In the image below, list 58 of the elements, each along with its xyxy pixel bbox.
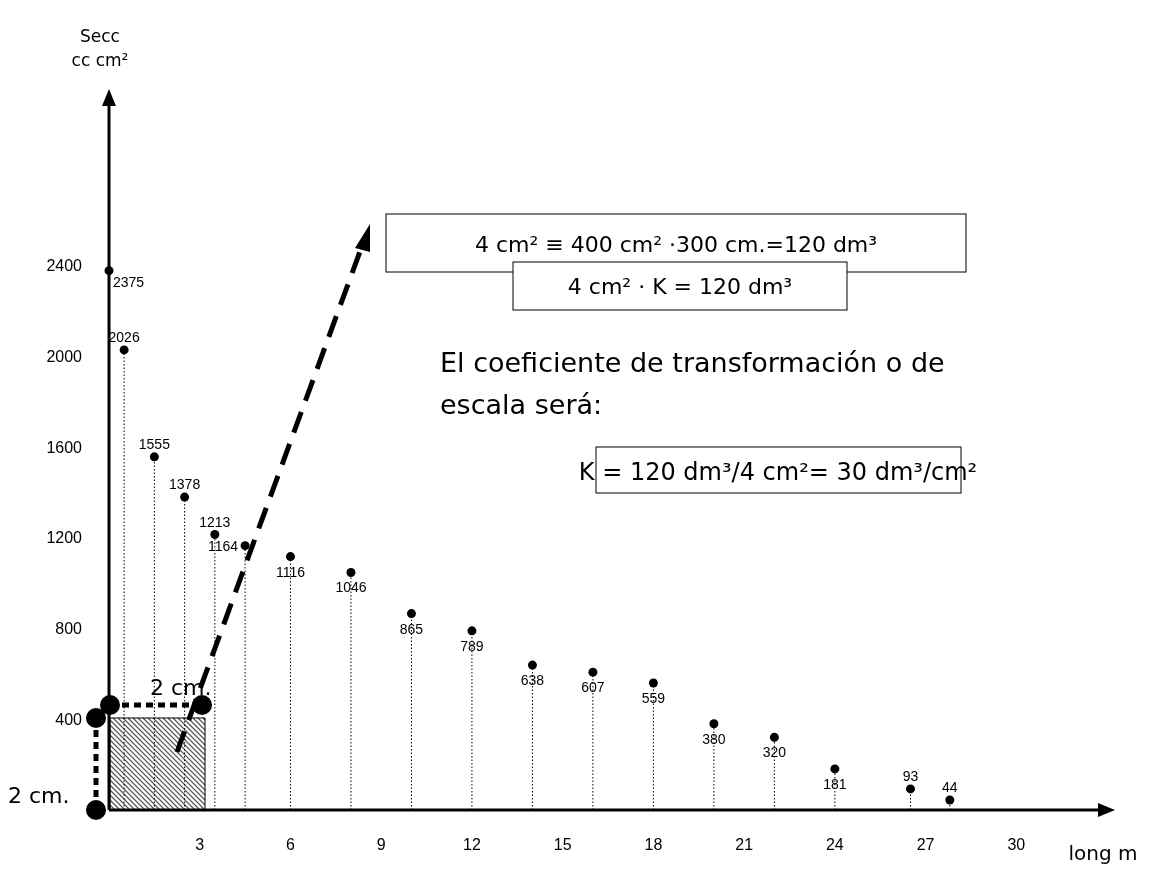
point [905,784,915,794]
x-tick-label: 18 [644,836,663,853]
annotation: El coeficiente de transformación o de escala será: [440,347,945,420]
y-tick-label: 400 [55,711,83,729]
annotation: K = 120 dm³/4 cm²= 30 dm³/cm² [578,458,978,486]
annotation: 4 cm² ≡ 400 cm² ·300 cm.=120 dm³ [474,232,878,257]
point [406,609,416,619]
data-label: 44 [942,779,958,796]
point [467,626,477,636]
point [149,452,159,462]
data-label: 559 [641,690,666,707]
data-label: 607 [581,679,605,696]
annotation: 4 cm² · K = 120 dm³ [567,274,793,299]
data-label: 1378 [169,476,201,493]
point [240,541,250,551]
x-axis-title: long m [1068,841,1138,865]
data-label: 320 [762,744,787,761]
data-label: 1213 [199,513,231,530]
point [285,552,295,562]
data-label: 1164 [207,537,239,554]
data-label: 181 [823,775,847,792]
x-tick-label: 15 [553,836,572,853]
data-label: 93 [902,767,919,784]
data-label: 1116 [275,563,306,580]
y-tick-label: 1600 [46,438,83,456]
x-tick-label: 12 [463,836,481,853]
point [648,678,658,688]
point [346,567,356,577]
x-tick-label: 6 [286,836,296,853]
data-label: 380 [702,730,726,747]
x-tick-label: 24 [825,836,844,853]
point [527,660,537,670]
data-label: 638 [520,672,545,689]
data-label: 1555 [138,435,171,452]
data-label: 2375 [113,273,145,290]
data-label: 789 [460,637,484,654]
point [945,795,955,805]
point [119,345,129,355]
y-tick-label: 1200 [46,529,83,547]
data-label: 865 [399,620,424,637]
point [709,719,719,729]
y-tick-label: 2400 [46,256,83,274]
x-tick-label: 27 [916,836,935,853]
x-tick-label: 21 [735,836,754,853]
point [830,764,840,774]
x-tick-label: 3 [195,836,205,853]
point [769,732,779,742]
point [210,530,220,540]
y-tick-label: 800 [55,620,83,638]
x-tick-label: 30 [1007,836,1026,853]
x-tick-label: 9 [376,836,386,853]
data-label: 1046 [335,579,367,596]
y-tick-label: 2000 [46,347,83,365]
text: 2 cm. [8,783,70,808]
y-axis-title: Secc cc cm² [71,26,129,70]
point [180,492,190,502]
point [588,667,598,677]
data-label: 2026 [108,328,140,345]
